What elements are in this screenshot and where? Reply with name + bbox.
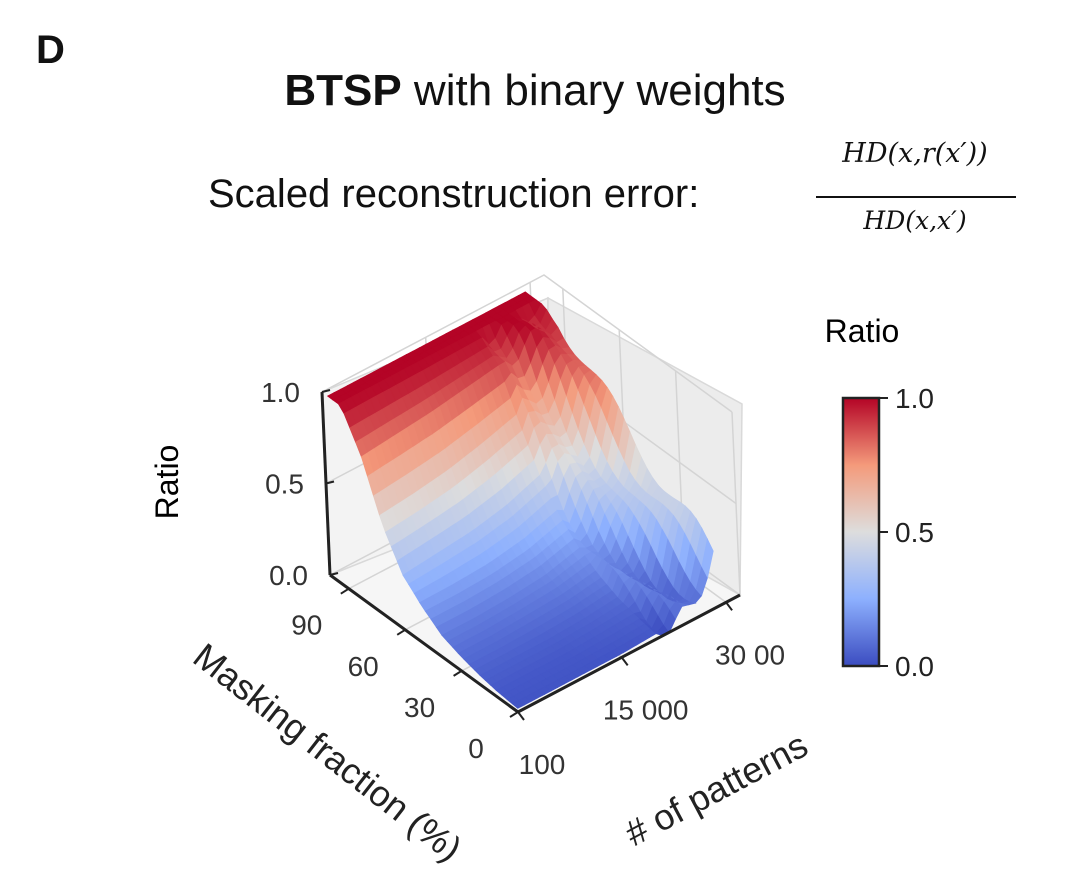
x-tick-label: 0 bbox=[468, 733, 484, 764]
colorbar-tick-label: 0.5 bbox=[895, 517, 934, 548]
title-bold: BTSP bbox=[284, 66, 402, 115]
y-tick-label: 100 bbox=[519, 749, 566, 780]
z-tick-label: 0.5 bbox=[265, 469, 304, 500]
panel-letter: D bbox=[36, 28, 65, 72]
z-tick bbox=[329, 572, 339, 576]
x-tick-label: 90 bbox=[291, 610, 322, 641]
colorbar-tick-label: 1.0 bbox=[895, 383, 934, 414]
x-tick-label: 30 bbox=[404, 692, 435, 723]
x-tick-label: 60 bbox=[348, 651, 379, 682]
x-tick bbox=[396, 628, 406, 636]
axis-ticks: 0.0 0.5 1.0 0 30 60 90 100 15 000 30 00 bbox=[261, 377, 785, 780]
x-tick bbox=[340, 587, 350, 595]
subtitle-label: Scaled reconstruction error: bbox=[208, 172, 700, 216]
x-tick bbox=[509, 711, 519, 718]
z-tick-label: 0.0 bbox=[269, 560, 308, 591]
formula-numerator: HD(x,r(x′)) bbox=[842, 138, 988, 169]
z-tick-label: 1.0 bbox=[261, 377, 300, 408]
formula-denominator: HD(x,x′) bbox=[863, 206, 967, 235]
y-axis-line bbox=[517, 593, 741, 714]
colorbar-tick-label: 0.0 bbox=[895, 651, 934, 682]
colorbar-title: Ratio bbox=[825, 313, 900, 349]
y-tick bbox=[517, 711, 525, 721]
colorbar bbox=[841, 396, 881, 668]
y-tick-label: 30 00 bbox=[715, 639, 785, 670]
x-axis-line bbox=[329, 573, 519, 714]
surface-plot bbox=[326, 291, 714, 709]
chart-title: BTSP with binary weights bbox=[0, 66, 1070, 116]
surface-patch bbox=[701, 537, 714, 579]
z-tick bbox=[321, 389, 331, 393]
z-axis-label: Ratio bbox=[149, 445, 185, 520]
x-tick bbox=[453, 670, 463, 677]
title-rest: with binary weights bbox=[401, 66, 786, 115]
colorbar-ticks: 0.0 0.5 1.0 bbox=[879, 383, 934, 682]
x-axis-label: Masking fraction (%) bbox=[186, 635, 470, 869]
y-tick bbox=[620, 656, 629, 666]
y-tick bbox=[725, 601, 733, 611]
y-tick-label: 15 000 bbox=[603, 694, 689, 725]
y-axis-label: # of patterns bbox=[618, 724, 814, 854]
fraction-bar bbox=[816, 196, 1016, 198]
z-tick bbox=[325, 480, 335, 485]
